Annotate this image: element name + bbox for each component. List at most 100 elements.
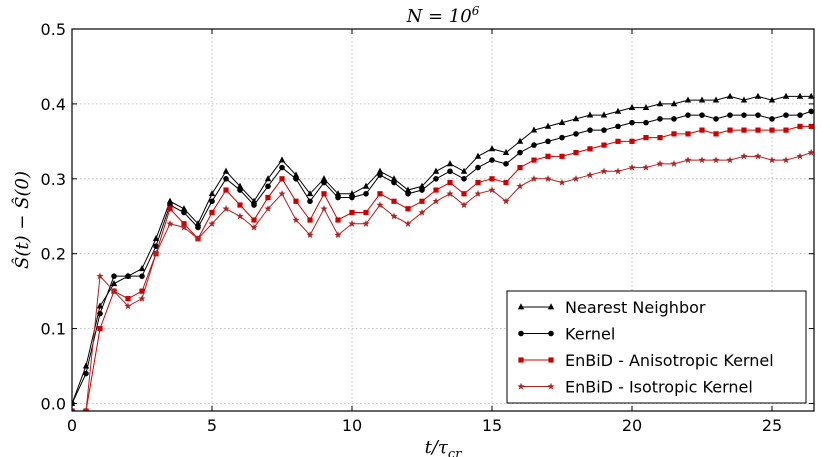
data-point-enbid-anisotropic-kernel (265, 194, 271, 201)
data-point-enbid-isotropic-kernel (642, 163, 650, 171)
x-tick-label: 5 (207, 416, 217, 435)
data-point-enbid-anisotropic-kernel (783, 127, 789, 133)
data-point-kernel (643, 119, 649, 126)
data-point-nearest-neighbor (180, 205, 188, 212)
legend-marker-kernel (518, 330, 524, 337)
y-axis-label: Ŝ(t) − Ŝ(0) (10, 171, 33, 269)
data-point-enbid-anisotropic-kernel (517, 164, 523, 171)
data-point-kernel (699, 112, 705, 118)
data-point-nearest-neighbor (96, 302, 104, 309)
data-point-kernel (111, 273, 117, 279)
legend-label-kernel: Kernel (565, 325, 615, 344)
data-point-kernel (755, 112, 761, 118)
data-point-nearest-neighbor (684, 96, 692, 103)
data-point-kernel (181, 209, 187, 216)
data-point-nearest-neighbor (754, 92, 762, 99)
data-point-enbid-isotropic-kernel (474, 189, 482, 197)
data-point-enbid-isotropic-kernel (180, 223, 188, 231)
data-point-kernel (195, 224, 201, 231)
data-point-kernel (377, 172, 383, 178)
data-point-nearest-neighbor (446, 160, 454, 167)
data-point-kernel (503, 161, 509, 167)
data-point-enbid-isotropic-kernel (138, 294, 146, 302)
legend-marker-kernel (548, 330, 554, 337)
chart-title: N = 106 (406, 4, 480, 27)
data-point-enbid-anisotropic-kernel (167, 206, 173, 212)
data-point-enbid-isotropic-kernel (586, 171, 594, 179)
data-point-enbid-anisotropic-kernel (293, 198, 299, 204)
legend-marker-enbid-isotropic-kernel (517, 382, 525, 390)
data-point-nearest-neighbor (292, 171, 300, 178)
data-point-nearest-neighbor (768, 96, 776, 103)
data-point-enbid-isotropic-kernel (614, 167, 622, 175)
data-point-kernel (545, 138, 551, 145)
data-point-kernel (559, 134, 565, 141)
data-point-enbid-isotropic-kernel (807, 148, 814, 156)
y-tick-label: 0.5 (41, 20, 66, 39)
data-point-enbid-isotropic-kernel (684, 156, 692, 164)
data-point-kernel (251, 202, 257, 208)
data-point-enbid-isotropic-kernel (488, 186, 496, 194)
data-point-enbid-anisotropic-kernel (391, 198, 397, 204)
data-point-enbid-isotropic-kernel (390, 212, 398, 220)
data-point-kernel (335, 194, 341, 201)
data-point-nearest-neighbor (740, 96, 748, 103)
legend-marker-nearest-neighbor (547, 303, 555, 310)
legend-label-nearest-neighbor: Nearest Neighbor (565, 298, 706, 317)
data-point-nearest-neighbor (362, 182, 370, 189)
data-point-kernel (433, 176, 439, 182)
data-point-enbid-anisotropic-kernel (377, 191, 383, 197)
data-point-enbid-anisotropic-kernel (671, 131, 677, 137)
data-point-enbid-isotropic-kernel (222, 204, 230, 212)
data-point-kernel (293, 176, 299, 182)
data-point-enbid-isotropic-kernel (96, 272, 104, 280)
plot-frame (71, 28, 815, 412)
data-point-enbid-isotropic-kernel (530, 175, 538, 182)
legend-box (506, 290, 807, 404)
data-point-nearest-neighbor (628, 103, 636, 111)
data-point-enbid-isotropic-kernel (782, 156, 790, 164)
x-tick-label: 25 (762, 416, 782, 435)
data-point-kernel (97, 310, 103, 317)
data-point-kernel (517, 149, 523, 156)
data-point-enbid-isotropic-kernel (600, 167, 608, 175)
data-point-enbid-isotropic-kernel (670, 160, 678, 167)
data-point-nearest-neighbor (404, 186, 412, 193)
data-point-nearest-neighbor (432, 167, 440, 174)
data-point-enbid-anisotropic-kernel (643, 135, 649, 141)
data-point-nearest-neighbor (726, 92, 734, 99)
data-point-enbid-anisotropic-kernel (433, 187, 439, 193)
data-point-kernel (769, 116, 775, 122)
data-point-nearest-neighbor (698, 96, 706, 103)
data-point-kernel (685, 112, 691, 118)
data-point-enbid-anisotropic-kernel (685, 131, 691, 137)
data-point-enbid-anisotropic-kernel (489, 176, 495, 182)
data-point-enbid-anisotropic-kernel (125, 296, 131, 302)
series-kernel (72, 108, 814, 407)
data-point-kernel (209, 198, 215, 205)
ticks: 0 5 10 15 20 25 0.0 0.1 0.2 0.3 0.4 0.5 (41, 20, 814, 435)
data-point-kernel (713, 116, 719, 122)
data-point-nearest-neighbor (376, 167, 384, 174)
data-point-enbid-isotropic-kernel (698, 156, 706, 164)
data-point-enbid-isotropic-kernel (72, 407, 76, 411)
data-point-enbid-isotropic-kernel (362, 219, 370, 227)
data-point-enbid-isotropic-kernel (516, 182, 524, 190)
data-point-nearest-neighbor (348, 190, 356, 197)
data-point-enbid-isotropic-kernel (306, 231, 314, 239)
data-point-nearest-neighbor (782, 92, 790, 99)
data-point-enbid-isotropic-kernel (656, 160, 664, 167)
data-point-nearest-neighbor (334, 190, 342, 197)
data-point-enbid-anisotropic-kernel (629, 138, 635, 144)
data-point-nearest-neighbor (488, 145, 496, 152)
data-point-enbid-isotropic-kernel (334, 231, 342, 239)
data-point-kernel (349, 194, 355, 201)
data-point-kernel (279, 164, 285, 171)
data-point-kernel (783, 112, 789, 118)
data-point-nearest-neighbor (110, 279, 118, 287)
data-point-kernel (419, 187, 425, 193)
data-point-enbid-isotropic-kernel (572, 175, 580, 182)
data-point-enbid-isotropic-kernel (628, 163, 636, 171)
data-point-enbid-isotropic-kernel (236, 212, 244, 220)
